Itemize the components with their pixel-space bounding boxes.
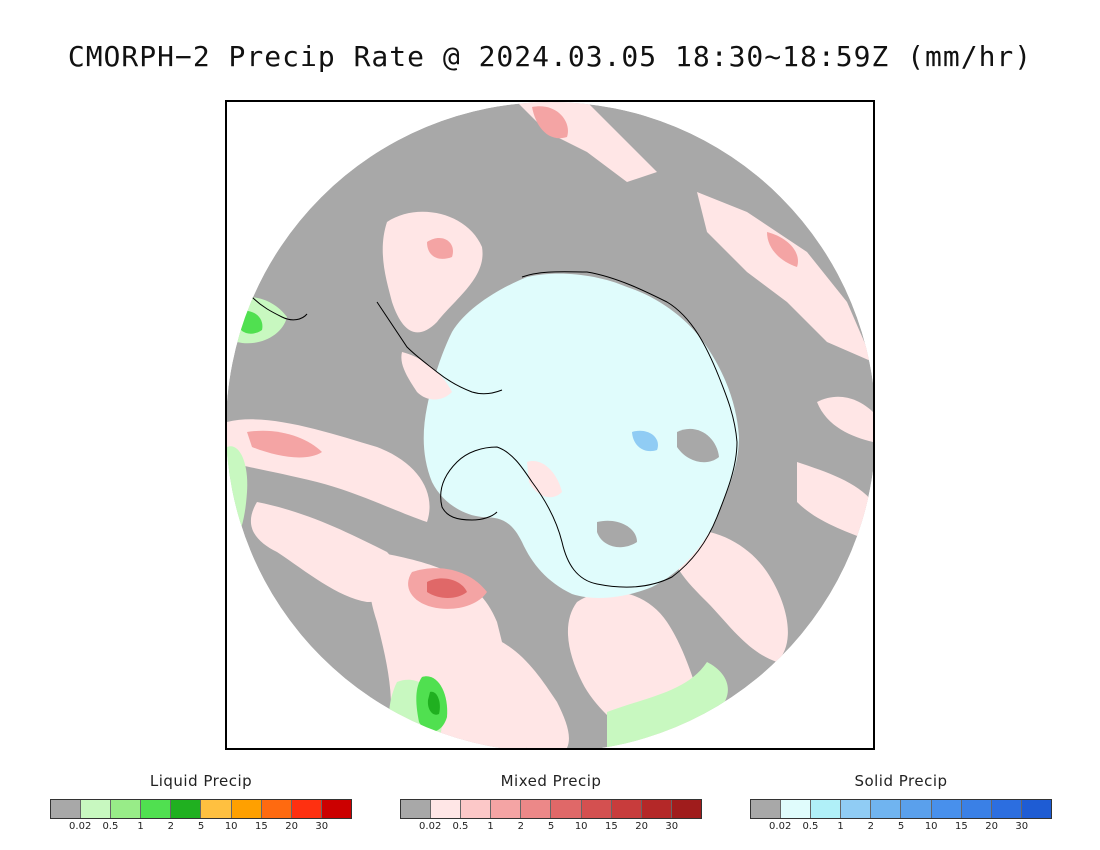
tick-label: 20 bbox=[285, 821, 298, 832]
color-swatch bbox=[431, 800, 462, 818]
tick-label: 20 bbox=[635, 821, 648, 832]
color-swatch bbox=[811, 800, 842, 818]
antarctic-peninsula-coastline bbox=[376, 301, 503, 395]
tick-label: 1 bbox=[137, 821, 144, 832]
color-bar bbox=[750, 799, 1052, 819]
legend-title: Mixed Precip bbox=[500, 772, 602, 790]
tick-label: 15 bbox=[605, 821, 618, 832]
antarctica-coastline bbox=[440, 271, 738, 588]
tick-label: 10 bbox=[224, 821, 238, 832]
color-swatch bbox=[841, 800, 872, 818]
color-swatch bbox=[611, 800, 642, 818]
color-swatch bbox=[901, 800, 932, 818]
tick-label: 2 bbox=[517, 821, 524, 832]
color-swatch bbox=[231, 800, 262, 818]
color-swatch bbox=[931, 800, 962, 818]
tick-label: 0.02 bbox=[69, 821, 92, 832]
tick-label: 20 bbox=[985, 821, 998, 832]
legend-title: Solid Precip bbox=[854, 772, 948, 790]
tick-label: 5 bbox=[547, 821, 555, 832]
color-swatch bbox=[521, 800, 552, 818]
solid-precip-legend: Solid Precip 0.02 0.5 1 2 5 10 15 20 30 bbox=[750, 770, 1052, 835]
color-swatch bbox=[991, 800, 1022, 818]
heavy-liquid-precip-regions bbox=[427, 691, 440, 715]
antarctica-snow-region bbox=[423, 273, 739, 598]
tick-label: 1 bbox=[487, 821, 494, 832]
color-swatch bbox=[81, 800, 112, 818]
tick-label: 5 bbox=[197, 821, 205, 832]
color-swatch bbox=[491, 800, 522, 818]
color-swatch bbox=[461, 800, 492, 818]
tick-labels: 0.02 0.5 1 2 5 10 15 20 30 bbox=[400, 821, 702, 835]
tick-label: 0.5 bbox=[102, 821, 119, 832]
tick-label: 2 bbox=[167, 821, 174, 832]
tick-label: 30 bbox=[315, 821, 329, 832]
tick-labels: 0.02 0.5 1 2 5 10 15 20 30 bbox=[750, 821, 1052, 835]
tick-label: 10 bbox=[924, 821, 938, 832]
tick-label: 10 bbox=[574, 821, 588, 832]
peninsula-mixed-precip bbox=[401, 352, 562, 498]
liquid-precip-legend: Liquid Precip 0.02 0.5 1 2 5 10 15 20 30 bbox=[50, 770, 352, 835]
color-swatch bbox=[641, 800, 672, 818]
tick-label: 0.5 bbox=[802, 821, 819, 832]
color-swatch bbox=[961, 800, 992, 818]
tick-label: 0.02 bbox=[769, 821, 792, 832]
color-swatch bbox=[751, 800, 782, 818]
color-swatch bbox=[261, 800, 292, 818]
color-swatch bbox=[1021, 800, 1051, 818]
color-swatch bbox=[551, 800, 582, 818]
tick-labels: 0.02 0.5 1 2 5 10 15 20 30 bbox=[50, 821, 352, 835]
color-swatch bbox=[401, 800, 432, 818]
tick-label: 1 bbox=[837, 821, 844, 832]
tick-label: 5 bbox=[897, 821, 905, 832]
south-america-tip-coastline bbox=[251, 296, 308, 321]
color-swatch bbox=[781, 800, 812, 818]
map-panel bbox=[225, 100, 875, 750]
no-precip-over-antarctica bbox=[597, 428, 719, 548]
color-swatch bbox=[171, 800, 202, 818]
color-swatch bbox=[291, 800, 322, 818]
color-swatch bbox=[581, 800, 612, 818]
color-swatch bbox=[141, 800, 172, 818]
color-swatch bbox=[321, 800, 351, 818]
moderate-snow-patches bbox=[632, 430, 658, 452]
moderate-mixed-precip-regions bbox=[247, 106, 798, 609]
mixed-precip-legend: Mixed Precip 0.02 0.5 1 2 5 10 15 20 30 bbox=[400, 770, 702, 835]
tick-label: 2 bbox=[867, 821, 874, 832]
color-swatch bbox=[671, 800, 701, 818]
color-swatch bbox=[51, 800, 82, 818]
page-title: CMORPH−2 Precip Rate @ 2024.03.05 18:30~… bbox=[67, 40, 1033, 73]
tick-label: 30 bbox=[1015, 821, 1029, 832]
legend-title: Liquid Precip bbox=[149, 772, 253, 790]
tick-label: 15 bbox=[955, 821, 968, 832]
precip-map bbox=[227, 102, 873, 748]
tick-label: 30 bbox=[665, 821, 679, 832]
tick-label: 0.02 bbox=[419, 821, 442, 832]
color-swatch bbox=[111, 800, 142, 818]
tick-label: 0.5 bbox=[452, 821, 469, 832]
color-swatch bbox=[201, 800, 232, 818]
color-bar bbox=[400, 799, 702, 819]
color-bar bbox=[50, 799, 352, 819]
color-swatch bbox=[871, 800, 902, 818]
heavy-mixed-precip-regions bbox=[427, 578, 467, 598]
tick-label: 15 bbox=[255, 821, 268, 832]
map-disk bbox=[227, 102, 873, 748]
